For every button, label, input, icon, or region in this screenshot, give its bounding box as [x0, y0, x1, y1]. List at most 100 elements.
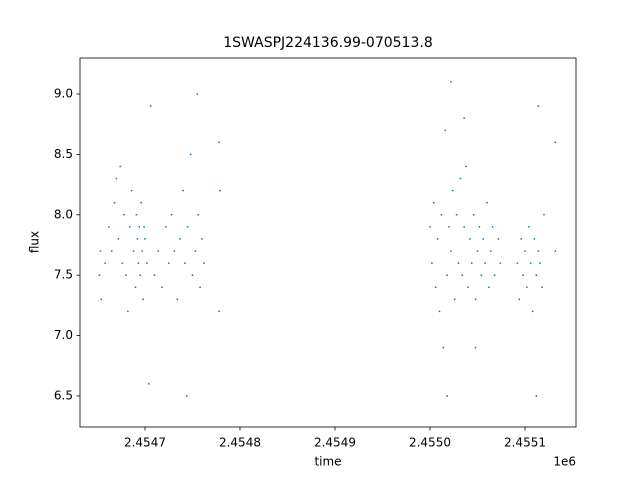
data-point [465, 165, 467, 168]
data-point [436, 238, 439, 240]
data-point [463, 117, 466, 120]
data-point [176, 298, 179, 301]
data-point [141, 250, 144, 252]
data-point [110, 250, 113, 252]
x-tick-label: 2.4548 [219, 436, 261, 450]
data-point [126, 310, 129, 313]
data-point [446, 395, 448, 397]
data-point [100, 298, 103, 301]
data-point [197, 213, 200, 216]
data-point [202, 262, 205, 264]
data-point [137, 262, 140, 264]
data-point [107, 225, 110, 228]
chart-title: 1SWASPJ224136.99-070513.8 [223, 35, 432, 51]
data-point [459, 177, 462, 180]
data-point [474, 298, 477, 301]
data-point [554, 141, 557, 144]
data-point [147, 382, 150, 385]
data-point [113, 201, 116, 204]
data-point [196, 93, 199, 95]
data-point [449, 81, 452, 83]
data-point [449, 250, 452, 252]
data-point [484, 262, 486, 264]
data-point [194, 250, 197, 252]
data-point [489, 250, 492, 252]
data-point [463, 225, 466, 228]
data-point [535, 395, 538, 397]
data-point [451, 189, 454, 192]
data-point [516, 262, 519, 264]
data-point [480, 274, 483, 277]
data-point [136, 238, 139, 240]
data-point [125, 274, 127, 277]
data-point [157, 250, 160, 252]
data-point [115, 177, 118, 180]
data-point [543, 213, 545, 216]
data-point [199, 286, 201, 289]
data-point [497, 238, 500, 240]
data-point [524, 250, 526, 252]
data-point [535, 274, 538, 277]
data-point [179, 238, 182, 240]
data-point [476, 250, 479, 252]
data-point [478, 225, 481, 228]
data-point [448, 225, 450, 228]
data-point [134, 286, 137, 289]
data-point [455, 213, 458, 216]
data-point [219, 189, 221, 192]
data-point [438, 310, 441, 313]
data-point [132, 250, 135, 252]
data-point [104, 262, 106, 264]
data-point [98, 274, 101, 277]
data-point [472, 213, 475, 216]
data-point [429, 225, 431, 228]
y-tick-label: 7.5 [54, 268, 73, 282]
y-tick-label: 8.5 [54, 147, 73, 161]
y-tick-label: 6.5 [54, 388, 73, 402]
data-point [161, 286, 163, 289]
data-point [457, 262, 460, 264]
data-point [474, 346, 477, 349]
data-point [487, 286, 490, 289]
data-point [191, 274, 194, 277]
data-point [525, 286, 528, 289]
data-point [470, 262, 473, 264]
data-point [139, 274, 142, 277]
data-point [135, 213, 138, 216]
data-point [520, 238, 523, 240]
y-axis-label: flux [28, 231, 42, 253]
data-point [164, 225, 167, 228]
plot-frame [79, 57, 577, 428]
data-point [434, 286, 437, 289]
data-point [539, 262, 542, 264]
data-point [167, 262, 170, 264]
data-point [432, 201, 435, 204]
data-point [182, 189, 184, 192]
data-point [537, 250, 540, 252]
data-point [185, 395, 188, 397]
data-point [446, 274, 448, 277]
data-point [138, 225, 141, 228]
data-point [201, 238, 203, 240]
data-point [444, 129, 447, 132]
data-point [99, 250, 102, 252]
data-point [468, 238, 471, 240]
x-tick-label: 2.4547 [124, 436, 166, 450]
x-offset-label: 1e6 [553, 455, 576, 469]
data-point [430, 262, 433, 264]
data-point [123, 213, 125, 216]
data-point [442, 346, 445, 349]
data-point [117, 238, 120, 240]
data-point [531, 310, 534, 313]
x-axis-label: time [314, 455, 341, 469]
data-point [140, 201, 143, 204]
data-point [491, 225, 494, 228]
data-point [145, 262, 148, 264]
data-point [189, 153, 192, 156]
data-point [186, 225, 189, 228]
data-point [482, 238, 485, 240]
data-point [554, 250, 557, 252]
data-point [128, 225, 131, 228]
data-point [440, 213, 443, 216]
